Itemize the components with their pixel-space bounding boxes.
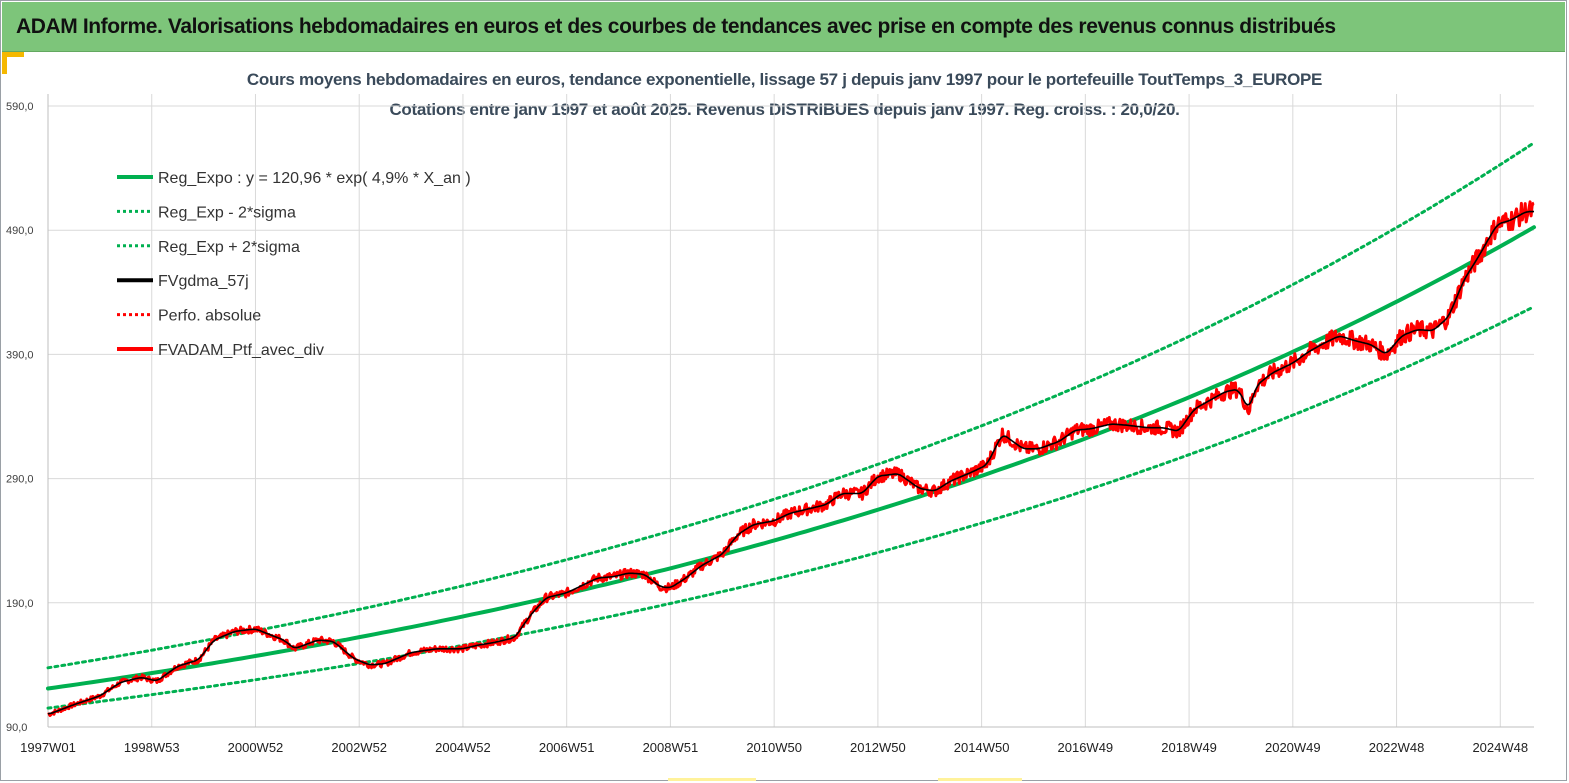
legend-entry: Perfo. absolue	[158, 308, 261, 325]
x-tick-label: 2012W50	[850, 740, 906, 755]
bottom-strip-highlight	[938, 778, 1022, 781]
y-tick-label: 290,0	[6, 474, 34, 486]
x-tick-label: 2010W50	[746, 740, 802, 755]
x-tick-label: 1998W53	[124, 740, 180, 755]
header-bar: ADAM Informe. Valorisations hebdomadaire…	[2, 2, 1565, 52]
accent-corner-vertical	[2, 52, 7, 74]
x-tick-label: 2016W49	[1058, 740, 1114, 755]
legend-entry: FVgdma_57j	[158, 273, 249, 290]
x-tick-label: 1997W01	[20, 740, 76, 755]
y-tick-label: 490,0	[6, 225, 34, 237]
series-line-reg_exp	[46, 305, 1536, 710]
series-line-reg_exp	[46, 141, 1536, 670]
x-tick-label: 2002W52	[331, 740, 387, 755]
x-tick-label: 2008W51	[643, 740, 699, 755]
bottom-strip-highlight	[668, 778, 756, 781]
x-tick-label: 2024W48	[1472, 740, 1528, 755]
page-title: ADAM Informe. Valorisations hebdomadaire…	[16, 15, 1336, 38]
x-tick-label: 2018W49	[1161, 740, 1217, 755]
y-tick-label: 190,0	[6, 598, 34, 610]
accent-corner	[2, 52, 24, 57]
series-line-reg_expo	[46, 225, 1536, 691]
series-line-fvadam-ptf-avec-div	[47, 200, 1535, 717]
chart-title: Cours moyens hebdomadaires en euros, ten…	[246, 70, 1323, 89]
legend-entry: Reg_Exp + 2*sigma	[158, 239, 300, 256]
series-line-fvgdma-57j	[47, 210, 1534, 715]
x-tick-label: 2004W52	[435, 740, 491, 755]
y-tick-label: 390,0	[6, 349, 34, 361]
chart-subtitle: Cotations entre janv 1997 et août 2025. …	[389, 100, 1180, 119]
x-tick-label: 2000W52	[228, 740, 284, 755]
x-tick-label: 2014W50	[954, 740, 1010, 755]
legend-entry: FVADAM_Ptf_avec_div	[158, 342, 324, 359]
x-tick-label: 2020W49	[1265, 740, 1321, 755]
y-tick-label: 590,0	[6, 101, 34, 113]
legend-entry: Reg_Expo : y = 120,96 * exp( 4,9% * X_an…	[158, 170, 471, 187]
legend-entry: Reg_Exp - 2*sigma	[158, 204, 296, 221]
y-tick-label: 90,0	[6, 722, 27, 734]
x-tick-label: 2022W48	[1369, 740, 1425, 755]
x-tick-label: 2006W51	[539, 740, 595, 755]
